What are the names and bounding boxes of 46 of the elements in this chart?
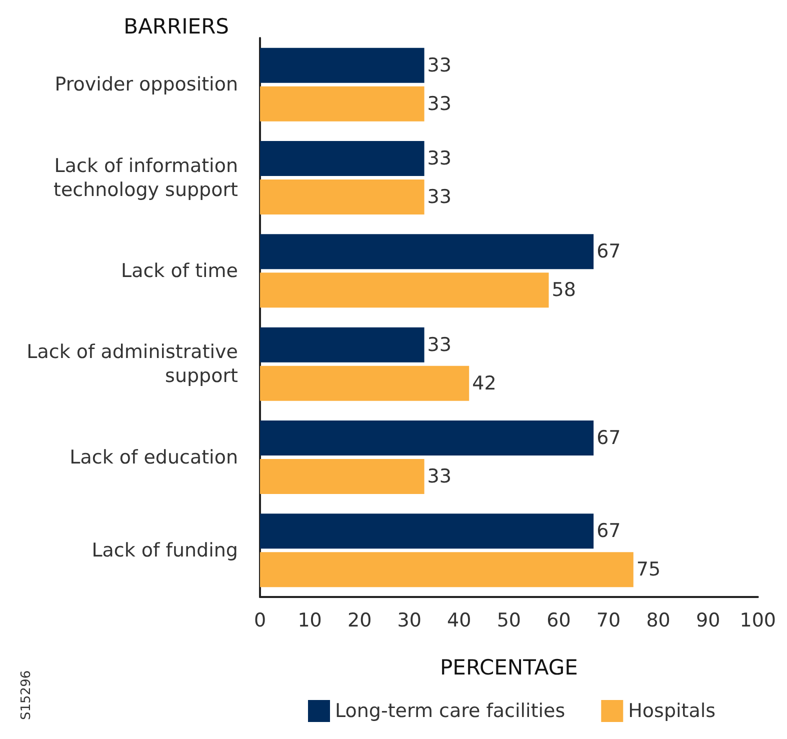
y-tick-label: Lack of administrative support <box>26 341 238 388</box>
x-tick-label: 30 <box>397 610 422 632</box>
x-tick-label: 50 <box>496 610 522 632</box>
bar <box>260 272 549 308</box>
data-label: 33 <box>427 92 452 115</box>
bar <box>260 552 634 588</box>
data-label: 42 <box>472 372 496 394</box>
x-tick-label: 70 <box>596 610 621 632</box>
bar <box>260 86 424 122</box>
data-label: 67 <box>596 427 621 449</box>
data-label: 33 <box>427 148 452 170</box>
y-tick-label: Lack of time <box>121 260 238 282</box>
bar <box>260 459 424 494</box>
bar <box>260 141 424 176</box>
legend-label: Long-term care facilities <box>335 700 566 722</box>
x-axis-title: PERCENTAGE <box>440 656 578 680</box>
x-tick-label: 20 <box>347 610 372 632</box>
y-axis-title: BARRIERS <box>124 14 230 38</box>
bar <box>260 366 470 401</box>
text: S15296 <box>19 670 34 720</box>
data-label: 67 <box>596 520 621 542</box>
bar <box>260 514 594 549</box>
data-label: 33 <box>427 54 452 76</box>
x-tick-label: 60 <box>546 610 571 632</box>
bar <box>260 327 424 362</box>
y-tick-label: Provider opposition <box>54 74 238 96</box>
bar <box>260 234 594 270</box>
x-tick-label: 0 <box>254 610 266 632</box>
bar <box>260 48 424 83</box>
bar <box>260 420 594 456</box>
y-tick-label: Lack of education <box>70 446 238 468</box>
data-label: 67 <box>596 240 621 263</box>
x-tick-label: 10 <box>298 610 322 632</box>
bar <box>260 180 424 214</box>
y-tick-label: Lack of funding <box>92 539 238 562</box>
data-label: 33 <box>427 186 452 208</box>
x-tick-label: 40 <box>447 610 472 632</box>
x-tick-label: 90 <box>696 610 720 632</box>
data-label: 58 <box>552 279 576 302</box>
data-label: 75 <box>636 558 661 581</box>
y-tick-label: Lack of information technology support <box>54 154 238 201</box>
x-tick-label: 100 <box>740 610 776 632</box>
data-label: 33 <box>427 466 452 488</box>
data-label: 33 <box>427 334 452 356</box>
x-tick-label: 80 <box>646 610 670 632</box>
legend-label: Hospitals <box>628 700 716 722</box>
